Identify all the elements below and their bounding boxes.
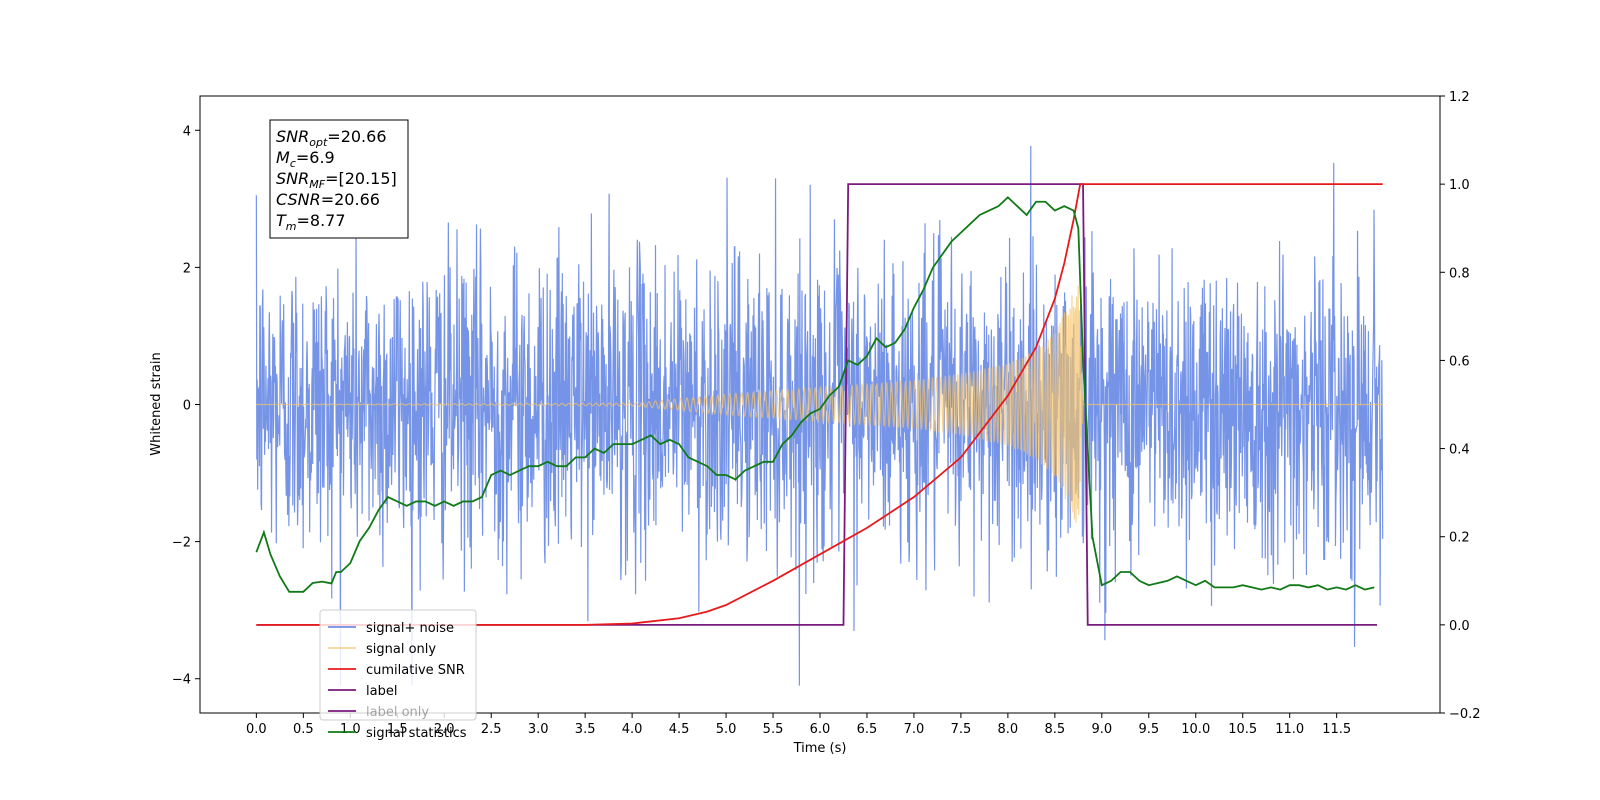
series-signal-noise: [255, 145, 1384, 686]
annotation-box: SNRopt=20.66Mc=6.9SNRMF=[20.15]CSNR=20.6…: [269, 119, 409, 239]
x-tick-label: 0.5: [293, 722, 314, 737]
x-tick-label: 1.0: [340, 722, 361, 737]
annotation-line: SNRMF=[20.15]: [276, 169, 397, 191]
x-tick-label: 3.0: [528, 722, 549, 737]
y-left-tick-label: 0: [183, 399, 191, 414]
x-tick-label: 5.0: [716, 722, 737, 737]
x-tick-label: 7.5: [951, 722, 972, 737]
legend-label: signal only: [366, 642, 436, 657]
x-tick-label: 11.5: [1322, 722, 1351, 737]
x-tick-label: 10.0: [1181, 722, 1210, 737]
annotation-line: Mc=6.9: [276, 148, 335, 170]
x-tick-label: 9.0: [1091, 722, 1112, 737]
x-tick-label: 2.0: [434, 722, 455, 737]
x-tick-label: 9.5: [1138, 722, 1159, 737]
legend-label: signal statistics: [366, 726, 467, 741]
x-tick-label: 6.5: [857, 722, 878, 737]
y-left-tick-label: −2: [172, 536, 191, 551]
series-signal-statistics: [255, 196, 1375, 593]
x-tick-label: 7.0: [904, 722, 925, 737]
x-axis-label: Time (s): [793, 741, 847, 756]
y-right-tick-label: 0.0: [1449, 619, 1470, 634]
x-tick-label: 5.5: [763, 722, 784, 737]
annotation-line: CSNR=20.66: [276, 190, 380, 209]
y-right-tick-label: 0.6: [1449, 354, 1470, 369]
y-right-tick-label: 0.4: [1449, 443, 1470, 458]
x-tick-label: 6.0: [810, 722, 831, 737]
legend-label: cumilative SNR: [366, 663, 465, 678]
legend: signal+ noise signal only cumilative SNR la…: [319, 609, 477, 741]
y-left-tick-label: 2: [183, 261, 191, 276]
x-tick-label: 10.5: [1228, 722, 1257, 737]
x-tick-label: 4.0: [622, 722, 643, 737]
x-tick-label: 1.5: [387, 722, 408, 737]
y-right-tick-label: 0.2: [1449, 531, 1470, 546]
series-label: [256, 183, 1378, 626]
legend-label: label only: [366, 705, 429, 720]
x-tick-label: 11.0: [1275, 722, 1304, 737]
annotation-line: SNRopt=20.66: [276, 127, 387, 149]
y-left-tick-label: 4: [183, 124, 191, 139]
y-left-tick-label: −4: [172, 673, 191, 688]
x-tick-label: 3.5: [575, 722, 596, 737]
x-tick-label: 2.5: [481, 722, 502, 737]
series-cumulative-snr: [256, 183, 1383, 626]
x-tick-label: 0.0: [246, 722, 267, 737]
legend-label: signal+ noise: [366, 621, 454, 636]
series-signal-only: [256, 285, 1383, 523]
x-tick-label: 4.5: [669, 722, 690, 737]
annotation-line: Tm=8.77: [276, 211, 346, 233]
y-right-tick-label: 0.8: [1449, 266, 1470, 281]
x-tick-label: 8.0: [998, 722, 1019, 737]
y-axis-label: Whitened strain: [149, 352, 164, 455]
y-right-tick-label: 1.0: [1449, 178, 1470, 193]
x-tick-label: 8.5: [1045, 722, 1066, 737]
legend-label: label: [366, 684, 397, 699]
y-right-tick-label: −0.2: [1449, 707, 1481, 722]
y-right-tick-label: 1.2: [1449, 90, 1470, 105]
